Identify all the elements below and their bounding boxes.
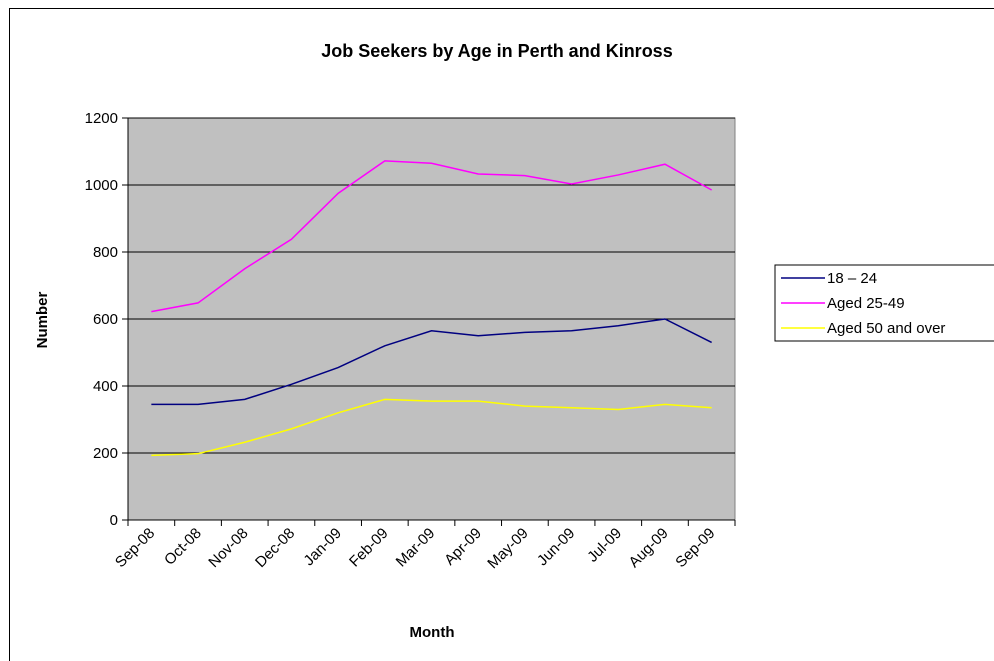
chart-title: Job Seekers by Age in Perth and Kinross bbox=[321, 41, 672, 61]
legend-label: Aged 25-49 bbox=[827, 295, 905, 312]
y-tick-label: 600 bbox=[93, 311, 118, 328]
y-axis-label: Number bbox=[34, 292, 51, 349]
y-tick-label: 1200 bbox=[85, 110, 118, 127]
legend-label: 18 – 24 bbox=[827, 270, 877, 287]
y-tick-label: 800 bbox=[93, 244, 118, 261]
series-line bbox=[151, 160, 713, 313]
series-line bbox=[151, 398, 712, 457]
legend-label: Aged 50 and over bbox=[827, 320, 945, 337]
y-tick-label: 200 bbox=[93, 445, 118, 462]
y-tick-label: 0 bbox=[110, 512, 118, 529]
series-line bbox=[151, 318, 712, 406]
y-tick-label: 400 bbox=[93, 378, 118, 395]
y-tick-label: 1000 bbox=[85, 177, 118, 194]
x-axis-label: Month bbox=[410, 624, 455, 641]
